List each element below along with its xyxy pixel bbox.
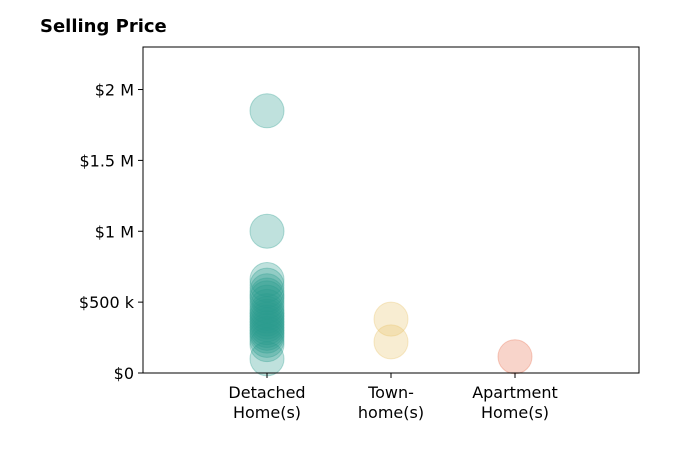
data-point-0-5 xyxy=(249,277,285,313)
data-point-2-0 xyxy=(497,339,533,375)
x-tick-label: Apartment Home(s) xyxy=(472,383,558,422)
data-point-0-12 xyxy=(249,301,285,337)
y-tick-label: $1 M xyxy=(95,222,134,241)
data-point-0-20 xyxy=(249,327,285,363)
chart-title: Selling Price xyxy=(40,16,167,37)
data-point-0-15 xyxy=(249,310,285,346)
data-point-0-6 xyxy=(249,280,285,316)
data-point-0-2 xyxy=(249,261,285,297)
data-point-0-18 xyxy=(249,318,285,354)
data-point-0-9 xyxy=(249,293,285,329)
y-tick-label: $500 k xyxy=(79,293,135,312)
data-point-0-10 xyxy=(249,295,285,331)
y-tick-label: $1.5 M xyxy=(79,151,134,170)
data-point-0-4 xyxy=(249,273,285,309)
data-point-0-8 xyxy=(249,288,285,324)
data-point-0-14 xyxy=(249,307,285,343)
data-point-1-1 xyxy=(373,324,409,360)
data-point-0-11 xyxy=(249,298,285,334)
data-point-0-1 xyxy=(249,213,285,249)
data-point-0-7 xyxy=(249,284,285,320)
data-point-0-19 xyxy=(249,322,285,358)
data-point-0-21 xyxy=(249,341,285,377)
x-tick-label: Town-home(s) xyxy=(358,383,424,422)
data-point-0-17 xyxy=(249,315,285,351)
x-tick-label: Detached Home(s) xyxy=(228,383,305,422)
y-tick-label: $2 M xyxy=(95,81,134,100)
data-point-0-0 xyxy=(249,93,285,129)
data-points xyxy=(249,93,533,377)
data-point-0-3 xyxy=(249,267,285,303)
x-axis: Detached Home(s) Town-home(s) Apartment Home… xyxy=(228,373,558,422)
y-tick-label: $0 xyxy=(114,364,134,383)
y-axis: $0 $500 k $1 M $1.5 M $2 M xyxy=(79,81,143,383)
data-point-1-0 xyxy=(373,301,409,337)
data-point-0-13 xyxy=(249,304,285,340)
data-point-0-16 xyxy=(249,312,285,348)
